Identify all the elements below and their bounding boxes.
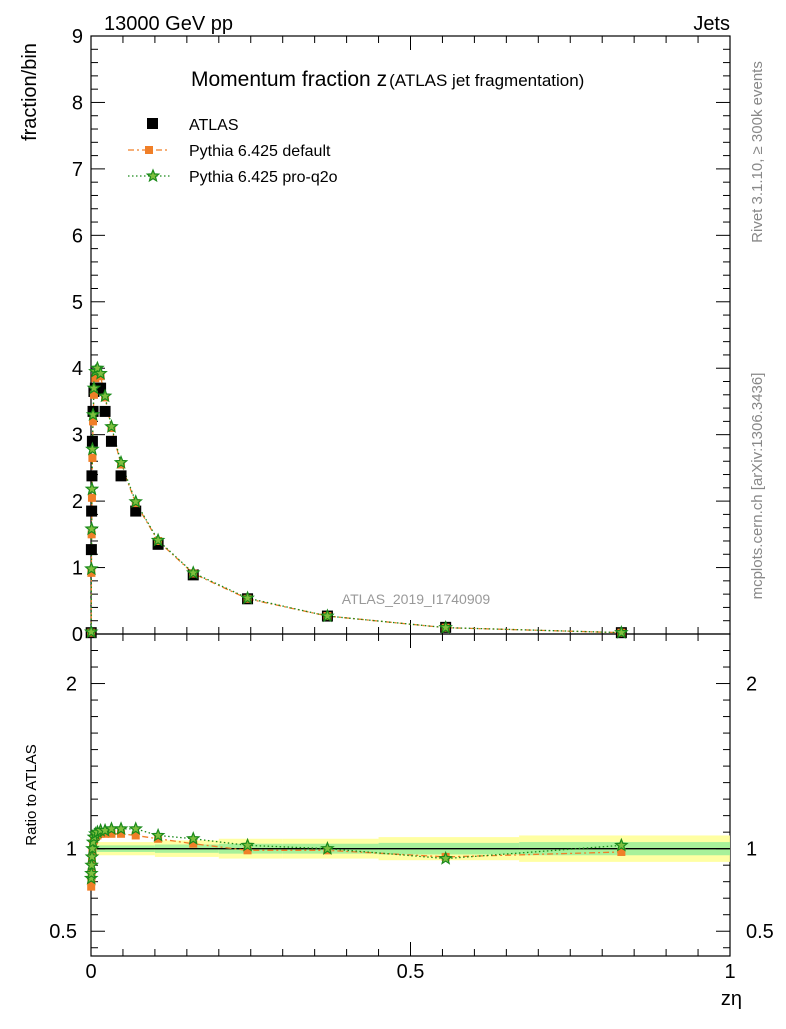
legend-marker-pythia-default bbox=[145, 146, 153, 154]
data-point-pythia-proq2o bbox=[83, 624, 99, 639]
data-point-pythia-proq2o bbox=[93, 365, 108, 380]
ratio-y-tick-label-right: 1 bbox=[746, 839, 757, 861]
data-point-atlas bbox=[105, 435, 117, 447]
legend-marker-atlas bbox=[147, 118, 158, 129]
data-point-atlas bbox=[99, 405, 111, 417]
x-tick-label: 0 bbox=[85, 961, 96, 983]
data-point-pythia-proq2o bbox=[150, 532, 166, 547]
ratio-point-pythia-proq2o bbox=[150, 827, 166, 842]
ratio-y-axis-label: Ratio to ATLAS bbox=[23, 744, 40, 845]
ratio-plot-frame bbox=[90, 633, 731, 957]
ratio-point-pythia-default bbox=[243, 846, 252, 855]
x-axis-label: zη bbox=[721, 988, 742, 1010]
plot-title-main: Momentum fraction z bbox=[191, 68, 387, 91]
data-point-pythia-proq2o bbox=[86, 380, 102, 395]
x-tick-label: 0.5 bbox=[397, 961, 425, 983]
data-point-atlas bbox=[86, 505, 98, 517]
ratio-y-tick-label: 2 bbox=[66, 674, 77, 696]
ratio-point-pythia-proq2o bbox=[320, 841, 335, 855]
ratio-point-pythia-default bbox=[117, 829, 126, 838]
data-point-pythia-proq2o bbox=[90, 360, 105, 375]
ratio-point-pythia-default bbox=[617, 847, 626, 856]
ratio-point-pythia-proq2o bbox=[240, 837, 255, 852]
ratio-y-tick-label-right: 0.5 bbox=[746, 921, 774, 943]
data-point-pythia-proq2o bbox=[128, 494, 144, 508]
ratio-point-pythia-default bbox=[189, 839, 198, 848]
data-point-pythia-proq2o bbox=[85, 441, 100, 456]
data-point-pythia-default bbox=[89, 390, 98, 399]
y-tick-label: 7 bbox=[72, 159, 83, 181]
legend-label-pythia-proq2o: Pythia 6.425 pro-q2o bbox=[189, 169, 338, 186]
y-tick-label: 4 bbox=[72, 358, 83, 380]
data-point-atlas bbox=[95, 382, 107, 394]
data-point-pythia-proq2o bbox=[84, 521, 99, 536]
ratio-y-tick-label-right: 2 bbox=[746, 674, 757, 696]
y-tick-label: 2 bbox=[72, 491, 83, 513]
legend-label-atlas: ATLAS bbox=[189, 117, 239, 134]
y-tick-label: 3 bbox=[72, 425, 83, 447]
legend-entry-pythia-proq2o: Pythia 6.425 pro-q2o bbox=[128, 168, 338, 186]
analysis-watermark: ATLAS_2019_I1740909 bbox=[342, 591, 491, 607]
data-point-pythia-proq2o bbox=[85, 407, 101, 421]
y-tick-label: 9 bbox=[72, 26, 83, 48]
x-tick-label: 1 bbox=[724, 961, 735, 983]
legend-marker-pythia-proq2o bbox=[145, 168, 161, 183]
data-point-atlas bbox=[86, 435, 98, 447]
legend: ATLAS Pythia 6.425 default Pythia 6.425 … bbox=[128, 117, 338, 186]
data-point-pythia-default bbox=[87, 493, 96, 502]
y-tick-label: 6 bbox=[72, 225, 83, 247]
data-point-pythia-proq2o bbox=[320, 608, 335, 623]
ratio-point-pythia-proq2o bbox=[84, 865, 99, 880]
ratio-y-tick-label: 0.5 bbox=[49, 921, 77, 943]
data-point-pythia-proq2o bbox=[104, 419, 119, 433]
mcplots-label: mcplots.cern.ch [arXiv:1306.3436] bbox=[749, 373, 766, 600]
y-tick-label: 5 bbox=[72, 292, 83, 314]
ratio-point-pythia-proq2o bbox=[84, 857, 99, 872]
y-tick-label: 0 bbox=[72, 624, 83, 646]
ratio-point-pythia-proq2o bbox=[185, 831, 201, 845]
data-point-atlas bbox=[115, 470, 127, 482]
rivet-label: Rivet 3.1.10, ≥ 300k events bbox=[749, 61, 766, 243]
legend-entry-pythia-default: Pythia 6.425 default bbox=[128, 143, 331, 160]
plot-title-sub: (ATLAS jet fragmentation) bbox=[389, 71, 584, 90]
ratio-point-pythia-default bbox=[87, 882, 96, 891]
ratio-point-pythia-default bbox=[131, 831, 140, 840]
ratio-point-pythia-proq2o bbox=[113, 821, 129, 836]
data-point-pythia-default bbox=[87, 530, 96, 539]
data-point-pythia-proq2o bbox=[113, 454, 129, 469]
data-point-atlas bbox=[86, 470, 98, 482]
data-point-atlas bbox=[130, 505, 142, 517]
data-point-pythia-proq2o bbox=[614, 624, 629, 639]
data-point-pythia-proq2o bbox=[438, 619, 453, 634]
legend-entry-atlas: ATLAS bbox=[147, 117, 239, 134]
header-right: Jets bbox=[693, 13, 730, 35]
data-point-pythia-proq2o bbox=[185, 565, 201, 580]
ratio-point-pythia-proq2o bbox=[83, 870, 99, 885]
ratio-y-tick-label: 1 bbox=[66, 839, 77, 861]
data-point-pythia-proq2o bbox=[240, 590, 255, 605]
ratio-point-pythia-default bbox=[107, 829, 116, 838]
data-point-atlas bbox=[85, 544, 97, 556]
ratio-point-pythia-proq2o bbox=[438, 850, 453, 865]
y-axis-label: fraction/bin bbox=[19, 43, 41, 141]
y-tick-label: 1 bbox=[72, 558, 83, 580]
data-point-pythia-proq2o bbox=[84, 481, 100, 496]
ratio-point-pythia-proq2o bbox=[84, 849, 100, 864]
ratio-point-pythia-proq2o bbox=[614, 837, 629, 852]
data-point-pythia-default bbox=[89, 417, 98, 426]
header-left: 13000 GeV pp bbox=[104, 13, 233, 35]
data-point-pythia-proq2o bbox=[84, 561, 99, 576]
ratio-point-pythia-proq2o bbox=[128, 821, 144, 836]
legend-label-pythia-default: Pythia 6.425 default bbox=[189, 143, 331, 160]
y-tick-label: 8 bbox=[72, 92, 83, 114]
data-point-pythia-default bbox=[87, 568, 96, 577]
plot-title: Momentum fraction z (ATLAS jet fragmentat… bbox=[191, 68, 584, 91]
data-point-pythia-proq2o bbox=[97, 388, 113, 403]
data-point-pythia-default bbox=[88, 453, 97, 462]
main-plot-frame bbox=[90, 35, 731, 635]
